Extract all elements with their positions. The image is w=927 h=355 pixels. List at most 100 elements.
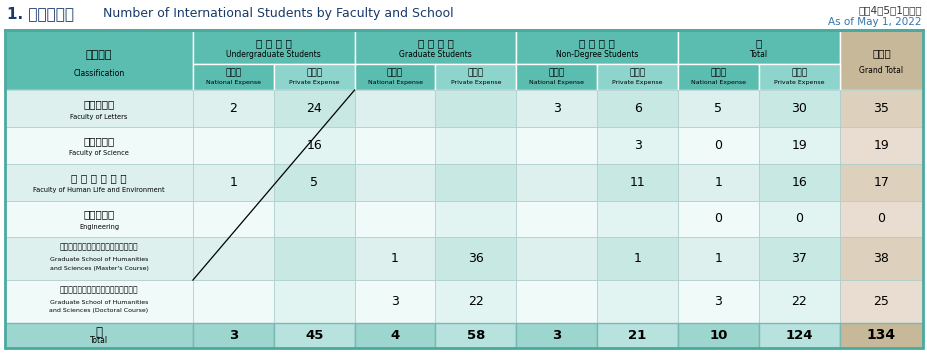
Bar [597, 164, 678, 201]
Text: 学 部 学 生: 学 部 学 生 [256, 38, 291, 48]
Bar [678, 90, 758, 127]
Bar [839, 201, 922, 237]
Text: Grand Total: Grand Total [858, 66, 903, 75]
Text: 区　　分: 区 分 [85, 50, 112, 60]
Text: 6: 6 [633, 102, 641, 115]
Bar [839, 164, 922, 201]
Text: 19: 19 [791, 139, 806, 152]
Text: Private Expense: Private Expense [451, 80, 501, 85]
Bar [354, 201, 435, 237]
Text: 1: 1 [714, 176, 721, 189]
Bar [273, 323, 354, 348]
Bar [354, 164, 435, 201]
Text: 0: 0 [714, 213, 722, 225]
Text: 5: 5 [310, 176, 318, 189]
Text: 45: 45 [305, 329, 323, 342]
Text: 17: 17 [872, 176, 888, 189]
Bar [435, 280, 515, 323]
Text: As of May 1, 2022: As of May 1, 2022 [828, 17, 921, 27]
Bar [5, 201, 193, 237]
Bar [515, 64, 597, 90]
Bar [758, 323, 839, 348]
Text: Faculty of Science: Faculty of Science [69, 151, 129, 157]
Bar [758, 90, 839, 127]
Text: 計: 計 [755, 38, 761, 48]
Text: Non-Degree Students: Non-Degree Students [555, 50, 638, 59]
Bar [435, 64, 515, 90]
Bar [515, 201, 597, 237]
Text: 5: 5 [714, 102, 722, 115]
Text: Graduate School of Humanities: Graduate School of Humanities [50, 257, 148, 262]
Text: Graduate School of Humanities: Graduate School of Humanities [50, 300, 148, 305]
Bar [273, 280, 354, 323]
Bar [193, 280, 273, 323]
Bar [515, 30, 678, 64]
Bar [193, 90, 273, 127]
Text: 11: 11 [629, 176, 645, 189]
Text: Total: Total [90, 337, 108, 345]
Text: 35: 35 [872, 102, 888, 115]
Text: 人間文化総合科学研究科博士前期課程: 人間文化総合科学研究科博士前期課程 [59, 242, 138, 251]
Text: 私　費: 私 費 [791, 69, 806, 78]
Bar [354, 323, 435, 348]
Bar [597, 127, 678, 164]
Bar [435, 127, 515, 164]
Bar [354, 237, 435, 280]
Bar [5, 237, 193, 280]
Text: Graduate Students: Graduate Students [399, 50, 471, 59]
Text: 計: 計 [95, 326, 102, 339]
Text: Faculty of Letters: Faculty of Letters [70, 114, 128, 120]
Text: 文　学　部: 文 学 部 [83, 99, 114, 109]
Bar [758, 201, 839, 237]
Bar [354, 64, 435, 90]
Bar [515, 323, 597, 348]
Bar [273, 201, 354, 237]
Text: 1: 1 [633, 252, 641, 265]
Bar [193, 30, 354, 64]
Bar [5, 280, 193, 323]
Bar [354, 90, 435, 127]
Text: 理　学　部: 理 学 部 [83, 136, 114, 146]
Bar [435, 90, 515, 127]
Text: 19: 19 [872, 139, 888, 152]
Text: 3: 3 [714, 295, 721, 308]
Bar [758, 127, 839, 164]
Text: and Sciences (Doctoral Course): and Sciences (Doctoral Course) [49, 308, 148, 313]
Text: 大 学 院 生: 大 学 院 生 [417, 38, 453, 48]
Text: 0: 0 [794, 213, 803, 225]
Text: and Sciences (Master's Course): and Sciences (Master's Course) [49, 266, 148, 271]
Text: Undergraduate Students: Undergraduate Students [226, 50, 321, 59]
Text: 3: 3 [552, 329, 561, 342]
Bar [597, 280, 678, 323]
Text: 124: 124 [785, 329, 812, 342]
Bar [5, 323, 193, 348]
Text: Engineering: Engineering [79, 224, 119, 230]
Text: 工　学　部: 工 学 部 [83, 209, 114, 220]
Bar [839, 237, 922, 280]
Text: 25: 25 [872, 295, 888, 308]
Bar [597, 237, 678, 280]
Bar [678, 64, 758, 90]
Text: 3: 3 [552, 102, 560, 115]
Bar [354, 280, 435, 323]
Bar [273, 64, 354, 90]
Bar [758, 164, 839, 201]
Bar [5, 164, 193, 201]
Bar [515, 164, 597, 201]
Text: 3: 3 [228, 329, 237, 342]
Text: 私　費: 私 費 [467, 69, 484, 78]
Text: 生 活 環 境 学 部: 生 活 環 境 学 部 [71, 173, 127, 183]
Bar [193, 201, 273, 237]
Text: Faculty of Human Life and Environment: Faculty of Human Life and Environment [33, 187, 165, 193]
Text: 37: 37 [791, 252, 806, 265]
Bar [678, 201, 758, 237]
Text: Private Expense: Private Expense [773, 80, 824, 85]
Bar [273, 127, 354, 164]
Text: 1. 部局別内訳: 1. 部局別内訳 [7, 6, 74, 22]
Bar [597, 64, 678, 90]
Text: 3: 3 [390, 295, 399, 308]
Bar [758, 280, 839, 323]
Text: 134: 134 [866, 328, 895, 342]
Bar [435, 237, 515, 280]
Text: 10: 10 [708, 329, 727, 342]
